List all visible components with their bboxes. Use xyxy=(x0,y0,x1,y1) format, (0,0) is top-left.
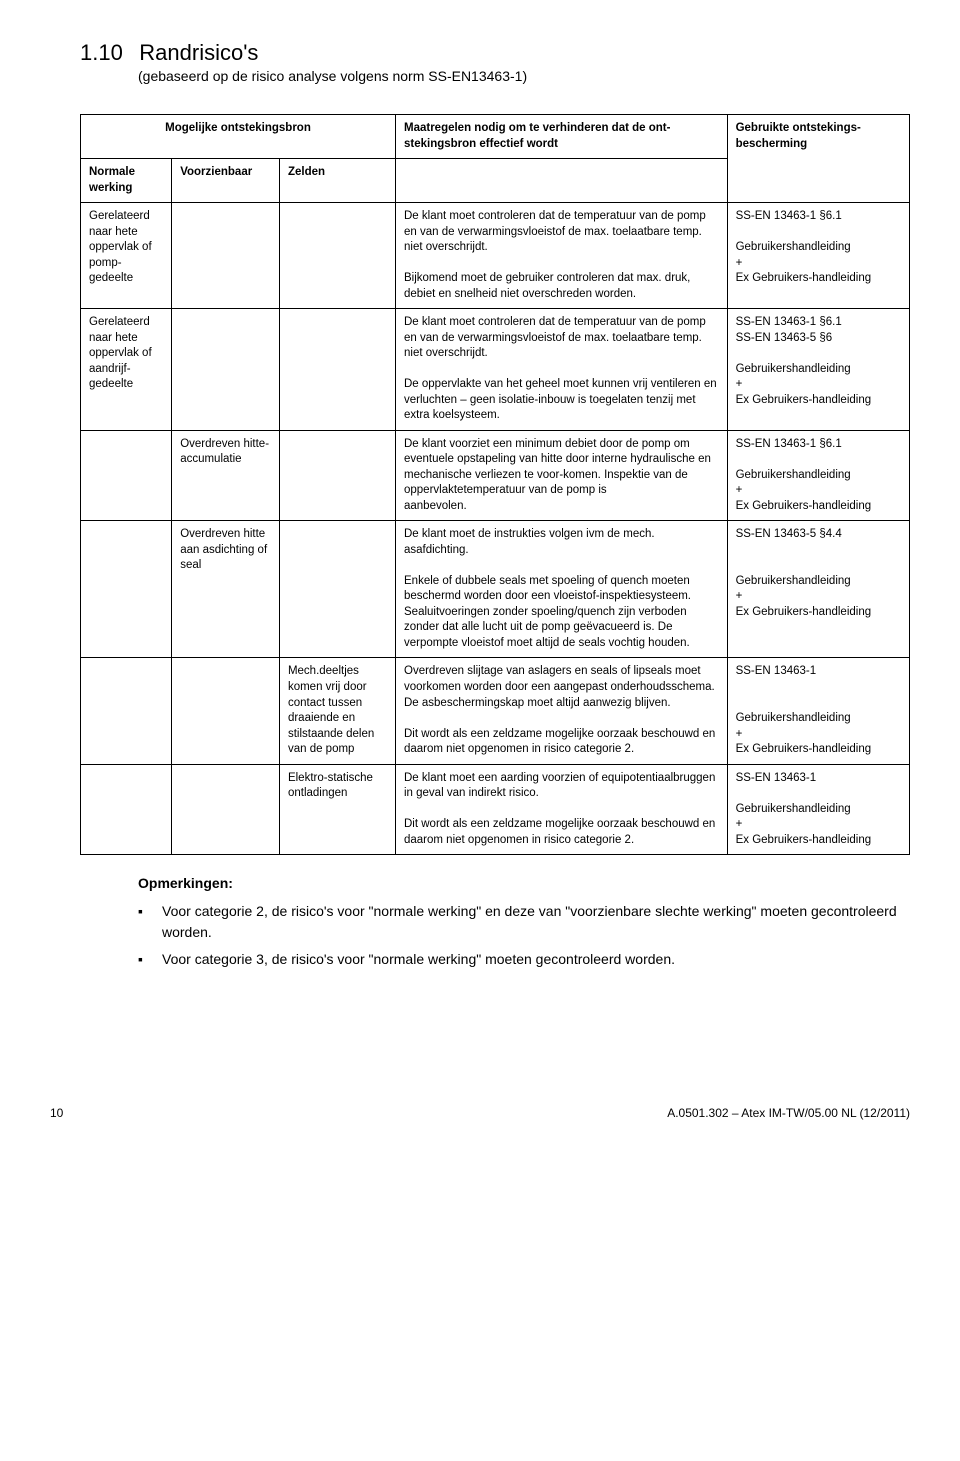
table-header-row: Mogelijke ontstekingsbron Maatregelen no… xyxy=(81,115,910,159)
table-row: Gerelateerd naar hete oppervlak of aandr… xyxy=(81,309,910,431)
subheader-normal: Normale werking xyxy=(81,159,172,203)
notes-title: Opmerkingen: xyxy=(138,875,910,891)
table-cell: De klant voorziet een minimum debiet doo… xyxy=(396,430,728,521)
table-cell: Overdreven slijtage van aslagers en seal… xyxy=(396,658,728,764)
note-item: ▪ Voor categorie 3, de risico's voor "no… xyxy=(138,949,910,970)
page-footer: 10 A.0501.302 – Atex IM-TW/05.00 NL (12/… xyxy=(0,1106,960,1140)
doc-id: A.0501.302 – Atex IM-TW/05.00 NL (12/201… xyxy=(667,1106,910,1120)
table-cell xyxy=(81,430,172,521)
table-cell: Gerelateerd naar hete oppervlak of pomp-… xyxy=(81,203,172,309)
table-cell: De klant moet een aarding voorzien of eq… xyxy=(396,764,728,855)
section-heading: 1.10 Randrisico's xyxy=(80,40,910,66)
subheader-rare: Zelden xyxy=(279,159,395,203)
bullet-icon: ▪ xyxy=(138,901,162,943)
table-row: Mech.deeltjes komen vrij door contact tu… xyxy=(81,658,910,764)
table-cell: SS-EN 13463-5 §4.4 Gebruikershandleiding… xyxy=(727,521,909,658)
section-title: Randrisico's xyxy=(139,40,258,65)
table-cell: De klant moet de instrukties volgen ivm … xyxy=(396,521,728,658)
table-cell: SS-EN 13463-1 §6.1 Gebruikershandleiding… xyxy=(727,203,909,309)
table-cell xyxy=(81,658,172,764)
table-cell xyxy=(279,203,395,309)
table-cell: Mech.deeltjes komen vrij door contact tu… xyxy=(279,658,395,764)
table-row: Elektro-statische ontladingenDe klant mo… xyxy=(81,764,910,855)
subheader-predictable: Voorzienbaar xyxy=(172,159,280,203)
table-cell xyxy=(81,521,172,658)
note-item: ▪ Voor categorie 2, de risico's voor "no… xyxy=(138,901,910,943)
table-cell: Gerelateerd naar hete oppervlak of aandr… xyxy=(81,309,172,431)
table-cell: De klant moet controleren dat de tempera… xyxy=(396,309,728,431)
risk-table: Mogelijke ontstekingsbron Maatregelen no… xyxy=(80,114,910,855)
note-text: Voor categorie 3, de risico's voor "norm… xyxy=(162,949,675,970)
header-protection: Gebruikte ontstekings-bescherming xyxy=(727,115,909,203)
table-cell: SS-EN 13463-1 Gebruikershandleiding + Ex… xyxy=(727,658,909,764)
table-cell xyxy=(172,658,280,764)
table-cell: SS-EN 13463-1 §6.1 SS-EN 13463-5 §6 Gebr… xyxy=(727,309,909,431)
table-cell xyxy=(81,764,172,855)
notes-list: ▪ Voor categorie 2, de risico's voor "no… xyxy=(138,901,910,970)
table-cell xyxy=(172,764,280,855)
page-number: 10 xyxy=(50,1106,63,1120)
section-subtitle: (gebaseerd op de risico analyse volgens … xyxy=(138,68,910,84)
table-cell: Overdreven hitte aan asdichting of seal xyxy=(172,521,280,658)
table-row: Gerelateerd naar hete oppervlak of pomp-… xyxy=(81,203,910,309)
table-cell: SS-EN 13463-1 §6.1 Gebruikershandleiding… xyxy=(727,430,909,521)
table-cell xyxy=(172,203,280,309)
table-cell: Overdreven hitte-accumulatie xyxy=(172,430,280,521)
table-cell: Elektro-statische ontladingen xyxy=(279,764,395,855)
section-number: 1.10 xyxy=(80,40,123,65)
bullet-icon: ▪ xyxy=(138,949,162,970)
table-cell: SS-EN 13463-1 Gebruikershandleiding + Ex… xyxy=(727,764,909,855)
table-cell xyxy=(172,309,280,431)
table-row: Overdreven hitte-accumulatie De klant voo… xyxy=(81,430,910,521)
table-row: Overdreven hitte aan asdichting of seal D… xyxy=(81,521,910,658)
page-content: 1.10 Randrisico's (gebaseerd op de risic… xyxy=(0,0,960,1006)
header-source: Mogelijke ontstekingsbron xyxy=(81,115,396,159)
note-text: Voor categorie 2, de risico's voor "norm… xyxy=(162,901,910,943)
table-cell xyxy=(279,521,395,658)
empty-cell xyxy=(396,159,728,203)
table-cell xyxy=(279,430,395,521)
table-cell: De klant moet controleren dat de tempera… xyxy=(396,203,728,309)
table-cell xyxy=(279,309,395,431)
header-measures: Maatregelen nodig om te verhinderen dat … xyxy=(396,115,728,159)
